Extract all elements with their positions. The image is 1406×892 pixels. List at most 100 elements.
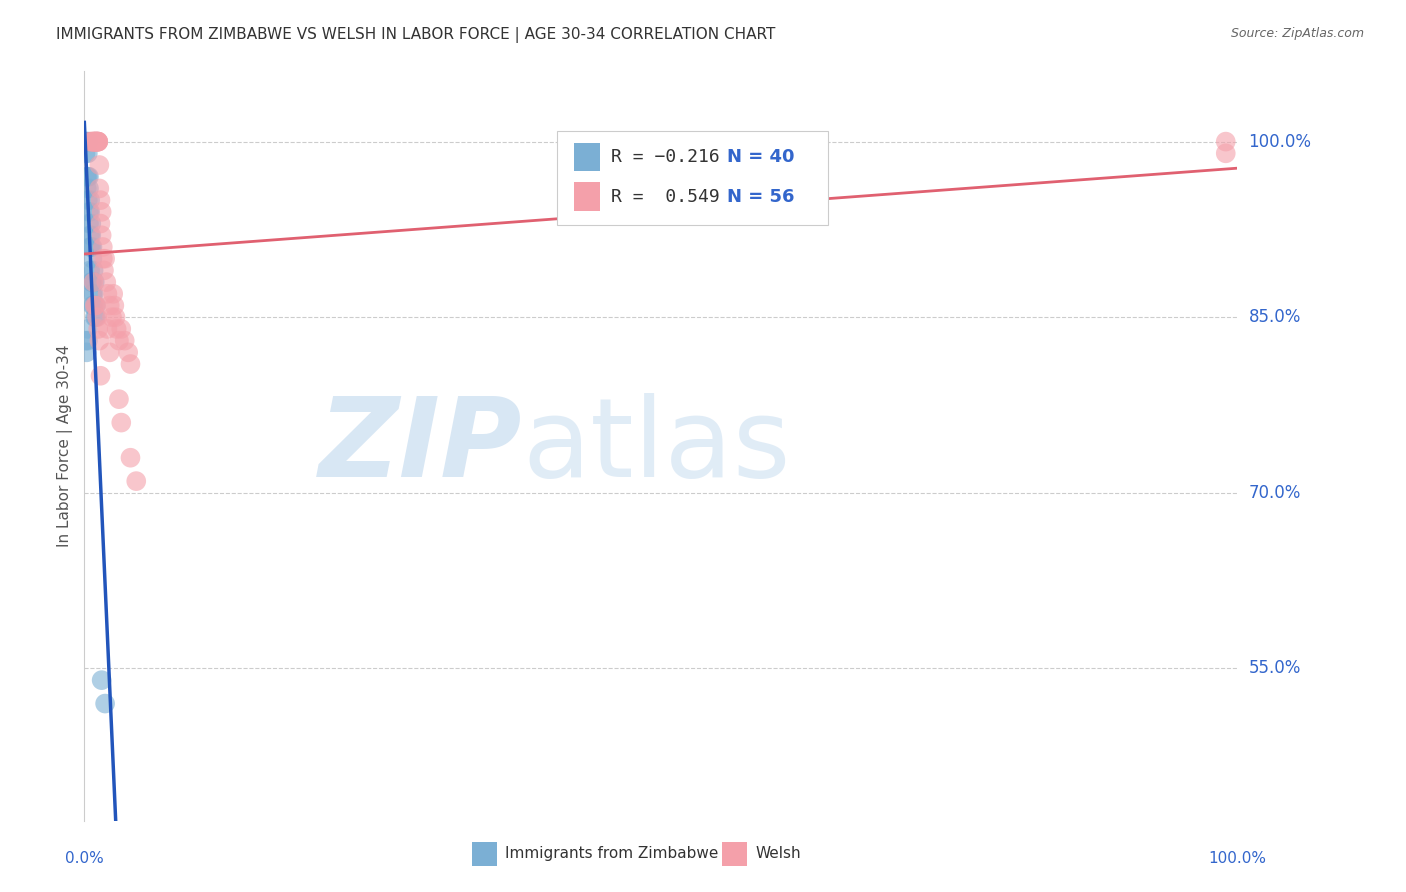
Point — [86, 135, 108, 149]
Point — [80, 217, 103, 231]
Point — [86, 310, 108, 325]
Point — [76, 146, 98, 161]
Point — [75, 135, 97, 149]
Point — [76, 169, 98, 184]
Point — [90, 673, 112, 688]
Text: 70.0%: 70.0% — [1249, 483, 1301, 502]
Point — [82, 299, 104, 313]
Point — [79, 240, 101, 254]
Point — [1215, 146, 1237, 161]
Text: 100.0%: 100.0% — [1208, 851, 1267, 866]
Point — [76, 169, 98, 184]
Point — [80, 228, 103, 243]
Point — [77, 169, 100, 184]
Point — [96, 322, 118, 336]
Point — [87, 135, 110, 149]
FancyBboxPatch shape — [575, 182, 600, 211]
Point — [79, 205, 101, 219]
Text: R =  0.549: R = 0.549 — [612, 187, 720, 206]
Point — [117, 345, 139, 359]
Point — [79, 135, 101, 149]
Point — [76, 334, 98, 348]
Point — [83, 275, 105, 289]
Point — [94, 252, 117, 266]
Y-axis label: In Labor Force | Age 30-34: In Labor Force | Age 30-34 — [58, 344, 73, 548]
Point — [89, 217, 111, 231]
Point — [82, 135, 104, 149]
Point — [84, 135, 107, 149]
Point — [114, 334, 136, 348]
Point — [83, 263, 105, 277]
Point — [91, 252, 114, 266]
FancyBboxPatch shape — [557, 131, 828, 225]
Point — [75, 334, 97, 348]
Text: N = 40: N = 40 — [727, 148, 794, 166]
Text: 55.0%: 55.0% — [1249, 659, 1301, 677]
Point — [82, 286, 104, 301]
Point — [104, 310, 127, 325]
Point — [105, 322, 128, 336]
Point — [86, 135, 108, 149]
Point — [89, 193, 111, 207]
Point — [90, 228, 112, 243]
FancyBboxPatch shape — [472, 842, 498, 865]
Point — [75, 146, 97, 161]
Point — [82, 252, 104, 266]
Point — [83, 135, 105, 149]
Text: Welsh: Welsh — [755, 847, 801, 861]
Point — [82, 240, 104, 254]
Point — [1215, 135, 1237, 149]
Point — [76, 181, 98, 195]
Point — [77, 205, 100, 219]
Point — [96, 275, 118, 289]
Point — [83, 135, 105, 149]
Point — [87, 135, 110, 149]
Point — [76, 135, 98, 149]
Point — [76, 345, 98, 359]
Point — [77, 181, 100, 195]
Point — [101, 310, 124, 325]
Point — [91, 240, 114, 254]
Point — [76, 193, 98, 207]
Point — [80, 275, 103, 289]
Point — [83, 299, 105, 313]
Point — [96, 286, 118, 301]
Text: 85.0%: 85.0% — [1249, 309, 1301, 326]
Text: atlas: atlas — [523, 392, 792, 500]
Text: 0.0%: 0.0% — [65, 851, 104, 866]
Point — [79, 263, 101, 277]
Point — [89, 181, 111, 195]
Point — [87, 135, 110, 149]
FancyBboxPatch shape — [721, 842, 748, 865]
Point — [89, 158, 111, 172]
Point — [83, 286, 105, 301]
Point — [79, 193, 101, 207]
Point — [89, 334, 111, 348]
Text: N = 56: N = 56 — [727, 187, 794, 206]
Point — [110, 416, 132, 430]
Point — [120, 450, 142, 465]
Point — [103, 286, 124, 301]
Text: ZIP: ZIP — [319, 392, 523, 500]
Point — [93, 263, 115, 277]
Text: 100.0%: 100.0% — [1249, 133, 1312, 151]
Point — [76, 135, 98, 149]
Point — [94, 697, 117, 711]
Point — [84, 310, 107, 325]
Point — [84, 135, 107, 149]
Point — [84, 135, 107, 149]
Point — [89, 368, 111, 383]
Point — [120, 357, 142, 371]
Text: R = −0.216: R = −0.216 — [612, 148, 720, 166]
Point — [103, 299, 125, 313]
Point — [77, 217, 100, 231]
Point — [87, 322, 110, 336]
Point — [110, 322, 132, 336]
Point — [83, 135, 105, 149]
Point — [87, 135, 110, 149]
Point — [83, 310, 105, 325]
Point — [83, 135, 105, 149]
Point — [84, 299, 107, 313]
Point — [98, 345, 121, 359]
Point — [108, 392, 131, 407]
